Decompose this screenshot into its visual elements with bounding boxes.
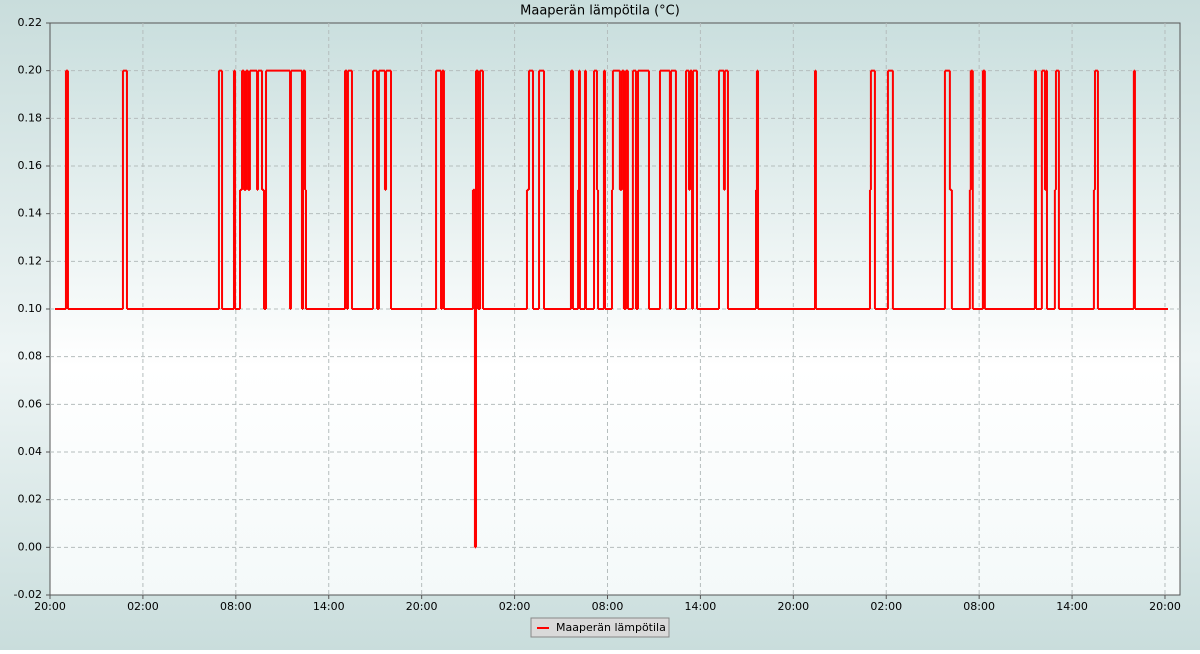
y-tick-label: 0.00 [18,540,43,553]
x-tick-label: 08:00 [220,600,252,613]
x-tick-label: 14:00 [313,600,345,613]
x-tick-label: 02:00 [499,600,531,613]
y-tick-label: 0.08 [18,350,43,363]
y-tick-label: 0.06 [18,397,43,410]
legend-box [530,617,670,638]
x-tick-label: 02:00 [127,600,159,613]
x-tick-label: 02:00 [870,600,902,613]
legend-label: Maaperän lämpötila [556,621,666,634]
y-tick-label: -0.02 [14,588,42,601]
x-tick-label: 08:00 [592,600,624,613]
y-tick-label: 0.20 [18,64,43,77]
y-tick-label: 0.22 [18,16,43,29]
y-tick-label: 0.04 [18,445,43,458]
x-tick-label: 20:00 [406,600,438,613]
y-tick-label: 0.16 [18,159,43,172]
x-tick-label: 20:00 [1149,600,1181,613]
y-tick-label: 0.18 [18,111,43,124]
x-tick-label: 14:00 [685,600,717,613]
x-tick-label: 08:00 [963,600,995,613]
x-tick-label: 20:00 [34,600,66,613]
y-tick-label: 0.14 [18,207,43,220]
x-tick-label: 14:00 [1056,600,1088,613]
x-tick-label: 20:00 [777,600,809,613]
chart-title: Maaperän lämpötila (°C) [520,4,680,19]
y-tick-label: 0.10 [18,302,43,315]
y-tick-label: 0.12 [18,254,43,267]
y-tick-label: 0.02 [18,493,43,506]
step-riser [64,70,1136,548]
